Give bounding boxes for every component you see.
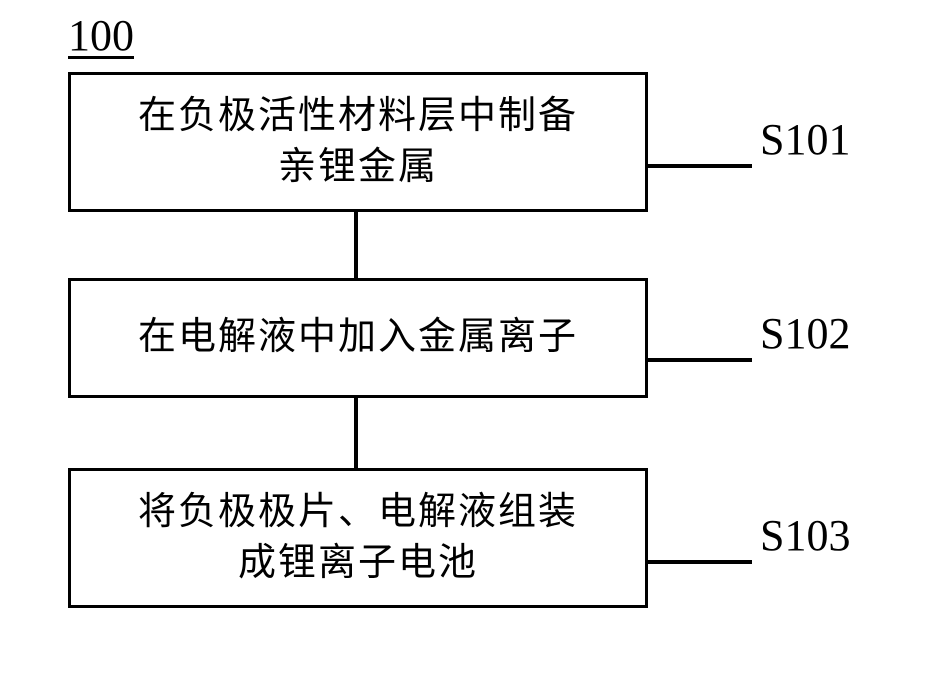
step-label-s101: S101 bbox=[760, 114, 850, 165]
label-connector-s102 bbox=[648, 358, 752, 362]
label-connector-s103 bbox=[648, 560, 752, 564]
label-connector-s101 bbox=[648, 164, 752, 168]
edge-s102-s103 bbox=[354, 398, 358, 468]
step-box-text: 在电解液中加入金属离子 bbox=[138, 312, 578, 363]
edge-s101-s102 bbox=[354, 212, 358, 278]
step-box-text: 在负极活性材料层中制备 亲锂金属 bbox=[138, 91, 578, 194]
step-box-s102: 在电解液中加入金属离子 bbox=[68, 278, 648, 398]
step-label-s103: S103 bbox=[760, 510, 850, 561]
flowchart-canvas: 100 在负极活性材料层中制备 亲锂金属 S101 在电解液中加入金属离子 S102 将… bbox=[0, 0, 952, 675]
step-label-s102: S102 bbox=[760, 308, 850, 359]
step-box-text: 将负极极片、电解液组装 成锂离子电池 bbox=[138, 487, 578, 590]
diagram-title: 100 bbox=[68, 10, 134, 61]
step-box-s101: 在负极活性材料层中制备 亲锂金属 bbox=[68, 72, 648, 212]
step-box-s103: 将负极极片、电解液组装 成锂离子电池 bbox=[68, 468, 648, 608]
